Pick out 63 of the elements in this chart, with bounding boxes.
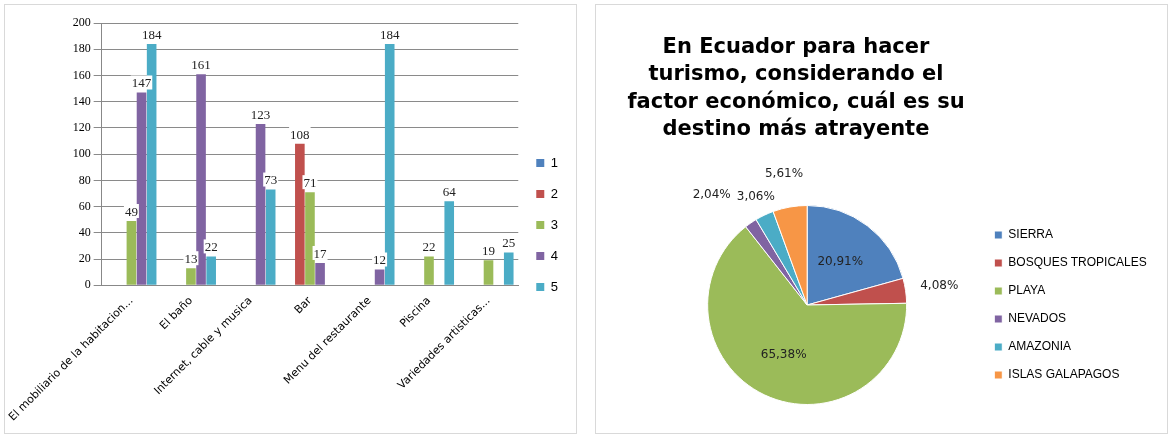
y-tick-label: 20	[78, 251, 91, 266]
data-label: 73	[264, 172, 278, 188]
y-tick-label: 100	[72, 146, 91, 161]
bar	[483, 260, 494, 285]
chart-title: En Ecuador para hacer turismo, considerando el factor económico, cuál es su destino más atrayente	[626, 33, 966, 142]
y-tick-label: 120	[72, 120, 91, 135]
legend-label: 2	[550, 185, 558, 201]
bar	[265, 189, 276, 285]
legend-label: BOSQUES TROPICALES	[1008, 255, 1147, 270]
bar	[136, 92, 147, 285]
data-label: 49	[124, 203, 138, 219]
bar	[206, 256, 216, 285]
data-label: 184	[141, 26, 162, 42]
data-label: 12	[373, 252, 387, 268]
data-label: 64	[442, 184, 457, 200]
bar	[315, 262, 325, 285]
bar	[424, 256, 434, 285]
y-tick-label: 200	[72, 15, 91, 30]
legend-label: AMAZONIA	[1008, 339, 1071, 354]
data-label: 65,38%	[760, 346, 807, 361]
bar	[255, 123, 266, 285]
bar	[186, 268, 196, 285]
data-label: 3,06%	[736, 189, 775, 204]
y-tick-label: 80	[78, 172, 91, 187]
bar	[384, 43, 395, 285]
bar	[126, 221, 137, 285]
y-tick-label: 160	[72, 67, 91, 82]
bar	[295, 143, 305, 285]
legend-label: 4	[550, 247, 558, 263]
bar	[503, 252, 514, 285]
legend-label: 3	[550, 216, 558, 232]
y-tick-label: 0	[84, 277, 91, 292]
data-label: 147	[131, 75, 152, 91]
data-label: 71	[303, 175, 317, 191]
legend-label: ISLAS GALAPAGOS	[1008, 367, 1120, 382]
data-label: 25	[502, 235, 516, 251]
data-label: 4,08%	[920, 277, 959, 292]
bar	[374, 269, 385, 285]
data-label: 184	[379, 26, 400, 42]
x-tick-label: Bar	[291, 293, 315, 317]
y-tick-label: 60	[78, 198, 91, 213]
data-label: 2,04%	[692, 187, 731, 202]
y-tick-label: 180	[72, 41, 91, 56]
y-tick-label: 40	[78, 224, 91, 239]
y-tick-label: 140	[72, 93, 91, 108]
data-label: 5,61%	[764, 165, 804, 180]
data-label: 19	[482, 243, 496, 259]
legend-label: NEVADOS	[1008, 311, 1067, 326]
bar	[305, 192, 315, 285]
data-label: 161	[191, 57, 211, 73]
legend-label: PLAYA	[1008, 283, 1046, 298]
legend-label: SIERRA	[1008, 227, 1053, 242]
bar	[444, 201, 455, 285]
bar	[196, 74, 206, 285]
data-label: 22	[204, 239, 218, 255]
data-label: 123	[250, 106, 271, 122]
data-label: 13	[184, 251, 198, 267]
data-label: 108	[290, 126, 310, 142]
data-label: 20,91%	[817, 253, 864, 268]
legend-label: 5	[550, 278, 558, 294]
data-label: 22	[422, 239, 436, 255]
data-label: 17	[313, 245, 328, 261]
legend-label: 1	[550, 154, 558, 170]
